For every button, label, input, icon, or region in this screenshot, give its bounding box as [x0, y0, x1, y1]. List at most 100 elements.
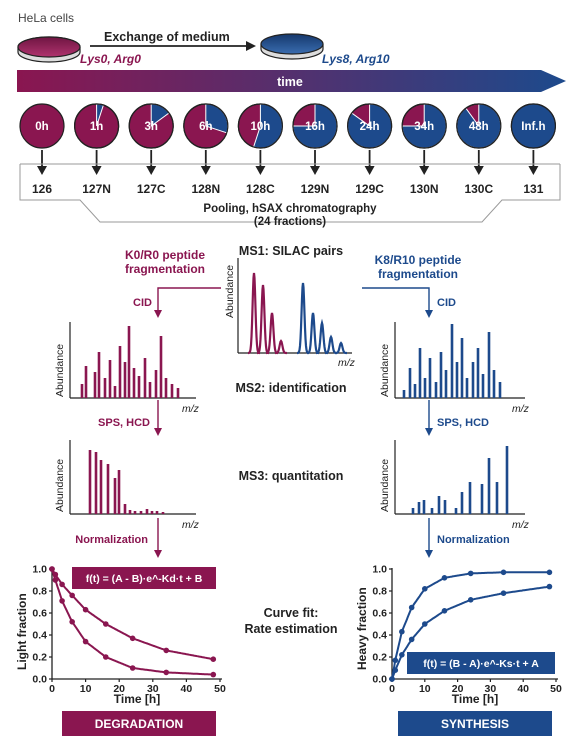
channel-arrow: [310, 150, 320, 175]
x-tick-label: 0: [389, 683, 395, 695]
right-branch-title1: K8/R10 peptide: [375, 253, 462, 267]
y-tick-label: 0.8: [372, 586, 387, 598]
degradation-formula-box: [72, 567, 216, 589]
data-point: [467, 570, 474, 577]
y-tick-label: 0.4: [372, 630, 387, 642]
x-tick-label: 50: [214, 683, 226, 695]
x-tick-label: 30: [147, 683, 159, 695]
x-tick-label: 40: [517, 683, 529, 695]
left-ms2-ylabel: Abundance: [54, 344, 66, 397]
degradation-xlabel: Time [h]: [114, 692, 160, 706]
data-point: [102, 621, 109, 627]
fit-label-1: Curve fit:: [264, 606, 319, 620]
heavy-medium-label: Lys8, Arg10: [322, 52, 390, 66]
channel-arrow: [255, 150, 266, 175]
ms1-peak: [307, 312, 319, 355]
tmt-channel-label: 129N: [301, 182, 330, 196]
left-ms2-xlabel: m/z: [182, 403, 200, 415]
ms3-label: MS3: quantitation: [239, 469, 344, 483]
channel-arrow: [528, 150, 539, 175]
tmt-channel-label: 130C: [464, 182, 493, 196]
ms2-label: MS2: identification: [235, 381, 346, 395]
tmt-channel-label: 128C: [246, 182, 275, 196]
data-point: [392, 667, 399, 673]
data-point: [546, 583, 553, 590]
timepoint-label: 24h: [360, 121, 380, 133]
data-point: [210, 656, 217, 662]
left-flow-arrows: [154, 287, 221, 558]
ms1-peak: [316, 318, 328, 355]
pooling-box: Pooling, hSAX chromatography (24 fractio…: [19, 163, 561, 228]
fit-label-2: Rate estimation: [244, 622, 337, 636]
data-point: [102, 654, 109, 660]
data-point: [500, 590, 507, 596]
degradation-chart: 0 10 20 30 40 50 0.0 0.2 0.4 0.6 0.8 1.0 f(t) = (A …: [15, 564, 226, 707]
timepoint-pie: 10h: [237, 103, 283, 149]
ms1-ylabel: Abundance: [224, 265, 236, 318]
ms1-peak: [248, 272, 260, 355]
y-tick-label: 0.4: [32, 630, 47, 642]
y-tick-label: 0.6: [372, 608, 387, 620]
synthesis-chart: 0 10 20 30 40 50 0.0 0.2 0.4 0.6 0.8 1.0 f(t) = (B …: [355, 564, 562, 707]
pooling-line1: Pooling, hSAX chromatography: [203, 203, 377, 215]
right-ms3-spectrum: Abundance m/z: [379, 440, 530, 531]
timepoint-pie: 48h: [456, 103, 502, 149]
tmt-channel-label: 127N: [82, 182, 111, 196]
data-point: [467, 597, 474, 603]
right-flow-arrows: [362, 287, 433, 558]
data-point: [69, 619, 75, 625]
data-point: [129, 635, 136, 642]
degradation-banner-label: DEGRADATION: [95, 717, 183, 731]
tmt-channel-label: 130N: [410, 182, 439, 196]
left-branch-title2: fragmentation: [125, 262, 205, 276]
data-point: [399, 652, 405, 658]
synthesis-banner-label: SYNTHESIS: [441, 717, 509, 731]
data-point: [69, 592, 75, 599]
synthesis-banner: [398, 711, 552, 736]
right-ms2-xlabel: m/z: [512, 403, 530, 415]
data-point: [210, 671, 217, 678]
right-ms3-xlabel: m/z: [512, 519, 530, 531]
data-point: [441, 575, 448, 581]
ms1-title: MS1: SILAC pairs: [239, 244, 343, 258]
data-point: [422, 586, 428, 592]
data-point: [163, 647, 170, 654]
exchange-arrow: [90, 41, 256, 51]
light-dish: [17, 36, 81, 63]
data-point: [82, 606, 89, 613]
time-arrow: time: [17, 70, 566, 92]
degradation-banner: [62, 711, 216, 736]
timepoint-label: 34h: [414, 121, 434, 133]
x-tick-label: 0: [49, 683, 55, 695]
synthesis-formula: f(t) = (B - A)·e^-Ks·t + A: [423, 658, 539, 670]
timepoint-pie: 24h: [347, 103, 393, 149]
timepoint-pie: 16h: [292, 103, 338, 149]
left-ms3-ylabel: Abundance: [54, 459, 66, 512]
channel-arrow: [37, 150, 47, 175]
timepoint-label: Inf.h: [521, 121, 545, 133]
tmt-channel-label: 128N: [191, 182, 220, 196]
synthesis-ylabel: Heavy fraction: [355, 587, 369, 670]
timepoint-pie: 1h: [73, 103, 120, 149]
timepoint-label: 16h: [305, 121, 325, 133]
data-point: [408, 604, 415, 611]
timepoint-label: 0h: [35, 121, 48, 133]
degradation-ylabel: Light fraction: [15, 593, 29, 670]
data-point: [408, 636, 415, 643]
y-tick-label: 0.0: [32, 674, 47, 686]
x-tick-label: 10: [419, 683, 431, 695]
left-sps-label: SPS, HCD: [98, 417, 150, 429]
pooling-line2: (24 fractions): [254, 216, 326, 228]
left-norm-label: Normalization: [75, 534, 148, 546]
degradation-formula: f(t) = (A - B)·e^-Kd·t + B: [86, 573, 203, 585]
data-point: [500, 569, 507, 576]
ms1-peak: [257, 284, 269, 355]
channel-arrow: [419, 150, 430, 175]
data-point: [59, 598, 65, 604]
x-tick-label: 10: [80, 683, 92, 695]
left-ms3-xlabel: m/z: [182, 519, 200, 531]
data-point: [52, 571, 59, 578]
right-branch-title2: fragmentation: [378, 267, 458, 281]
data-point: [392, 657, 399, 664]
timepoint-pie: Inf.h: [510, 103, 557, 149]
